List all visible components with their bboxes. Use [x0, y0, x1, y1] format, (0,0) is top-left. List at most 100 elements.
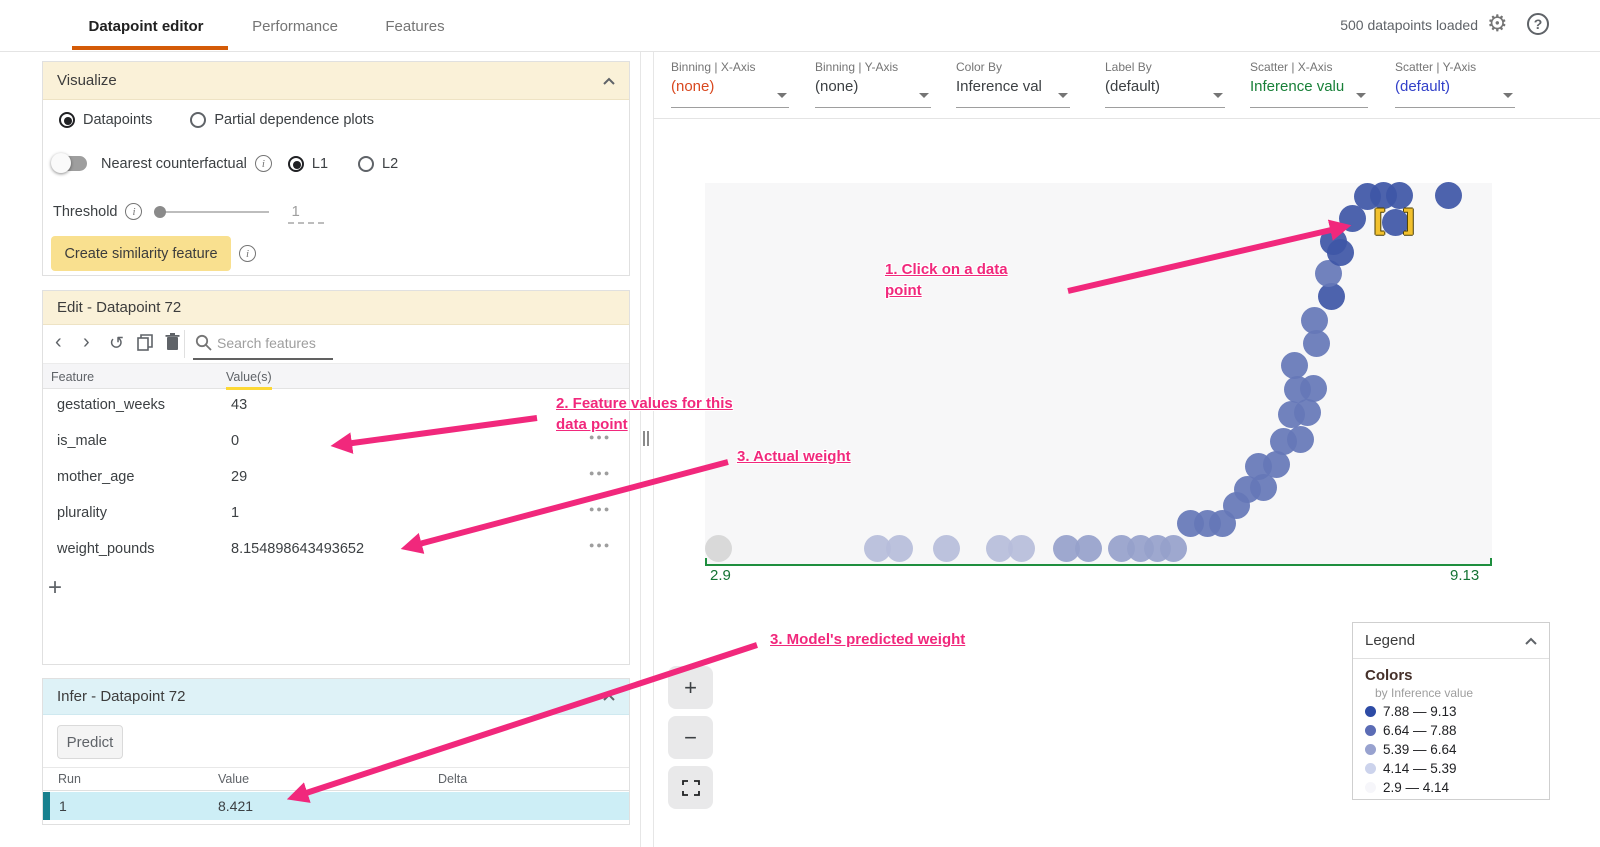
tab-label: Performance — [252, 17, 338, 35]
partial-dependence-radio[interactable] — [190, 112, 207, 128]
restore-history-icon[interactable]: ↺ — [109, 333, 125, 353]
threshold-slider-thumb[interactable] — [154, 205, 167, 218]
next-datapoint-icon[interactable]: › — [83, 331, 90, 353]
threshold-value[interactable]: 1 — [291, 203, 300, 220]
feature-row-is-male: is_male 0 ●●● — [43, 424, 629, 460]
row-menu-icon[interactable]: ●●● — [589, 396, 612, 406]
create-similarity-feature-button[interactable]: Create similarity feature — [51, 236, 231, 271]
inference-result-row[interactable]: 1 8.421 — [43, 792, 629, 820]
row-menu-icon[interactable]: ●●● — [589, 540, 612, 550]
datapoints-radio[interactable] — [59, 112, 75, 128]
tab-datapoint-editor[interactable]: Datapoint editor — [66, 12, 226, 40]
l2-radio[interactable] — [358, 155, 375, 172]
counterfactual-label: Nearest counterfactual — [101, 155, 247, 172]
zoom-out-button[interactable]: − — [668, 716, 713, 759]
row-menu-icon[interactable]: ●●● — [589, 432, 612, 442]
delta-column-header: Delta — [438, 772, 468, 786]
scatter-point[interactable] — [1302, 329, 1330, 357]
selected-scatter-point[interactable] — [1381, 208, 1409, 236]
similarity-info-icon[interactable]: i — [239, 245, 256, 262]
dropdown-scatter-y[interactable]: Scatter | Y-Axis (default) — [1395, 60, 1515, 110]
value-column-underline — [226, 387, 272, 390]
x-axis-tick-left — [705, 558, 707, 565]
dropdown-label: Label By — [1105, 60, 1152, 74]
x-axis-min-label: 2.9 — [710, 567, 731, 584]
scatter-point[interactable] — [1299, 374, 1327, 402]
feature-value[interactable]: 29 — [231, 469, 248, 485]
scatter-point[interactable] — [1317, 282, 1345, 310]
feature-name: is_male — [57, 433, 107, 449]
dropdown-binning-x[interactable]: Binning | X-Axis (none) — [671, 60, 789, 110]
predict-button[interactable]: Predict — [57, 725, 123, 759]
search-icon — [195, 334, 212, 351]
collapse-chevron-icon[interactable] — [603, 693, 615, 701]
splitter-drag-handle[interactable] — [647, 431, 649, 446]
scatter-point[interactable] — [1074, 534, 1102, 562]
threshold-info-icon[interactable]: i — [125, 203, 143, 220]
dropdown-value: Inference valu — [1250, 78, 1345, 95]
l1-radio[interactable] — [287, 155, 304, 172]
visualize-title: Visualize — [57, 72, 117, 89]
scatter-point[interactable] — [1293, 398, 1321, 426]
splitter-drag-handle[interactable] — [643, 431, 645, 446]
feature-value[interactable]: 43 — [231, 397, 248, 413]
scatterplot-canvas[interactable] — [705, 183, 1492, 565]
settings-gear-icon[interactable]: ⚙ — [1487, 10, 1508, 36]
feature-row-gestation-weeks: gestation_weeks 43 ●●● — [43, 388, 629, 424]
nearest-counterfactual-toggle[interactable] — [51, 153, 87, 173]
scatter-point[interactable] — [1007, 534, 1035, 562]
scatter-point[interactable] — [932, 534, 960, 562]
search-features-input[interactable] — [217, 331, 333, 355]
zoom-in-button[interactable]: + — [668, 666, 713, 709]
scatter-point[interactable] — [1300, 306, 1328, 334]
annotation-click-datapoint: 1. Click on a data point — [885, 261, 1008, 299]
scatter-point[interactable] — [1385, 181, 1413, 209]
x-axis-tick-right — [1490, 558, 1492, 565]
dropdown-value: (none) — [671, 78, 715, 95]
x-axis-max-label: 9.13 — [1450, 567, 1480, 584]
add-feature-button[interactable]: + — [48, 574, 63, 601]
scatter-point[interactable] — [1434, 181, 1462, 209]
feature-row-mother-age: mother_age 29 ●●● — [43, 460, 629, 496]
collapse-chevron-icon[interactable] — [603, 77, 615, 85]
legend-item: 6.64 — 7.88 — [1365, 723, 1549, 738]
dropdown-underline — [956, 107, 1070, 108]
scatter-point[interactable] — [704, 534, 732, 562]
right-panel-border — [653, 52, 654, 847]
legend-color-dot — [1365, 725, 1376, 736]
dropdown-underline — [1105, 107, 1225, 108]
threshold-slider[interactable] — [154, 205, 270, 218]
feature-value[interactable]: 0 — [231, 433, 240, 449]
scatter-point[interactable] — [1280, 351, 1308, 379]
tab-features[interactable]: Features — [378, 12, 452, 40]
delete-trash-icon[interactable] — [165, 333, 180, 351]
active-tab-underline — [72, 46, 228, 50]
row-menu-icon[interactable]: ●●● — [589, 468, 612, 478]
visualize-header: Visualize — [43, 62, 629, 100]
dropdown-value: (default) — [1105, 78, 1161, 95]
counterfactual-info-icon[interactable]: i — [254, 155, 272, 172]
dropdown-label: Color By — [956, 60, 1003, 74]
help-icon[interactable]: ? — [1527, 13, 1549, 35]
tab-performance[interactable]: Performance — [240, 12, 350, 40]
threshold-label: Threshold — [53, 203, 118, 220]
dropdown-color-by[interactable]: Color By Inference val — [956, 60, 1070, 110]
toggle-knob — [51, 153, 71, 173]
dropdown-label-by[interactable]: Label By (default) — [1105, 60, 1225, 110]
scatter-point[interactable] — [1319, 227, 1347, 255]
dropdown-binning-y[interactable]: Binning | Y-Axis (none) — [815, 60, 931, 110]
scatter-point[interactable] — [1159, 534, 1187, 562]
dropdown-scatter-x[interactable]: Scatter | X-Axis Inference valu — [1250, 60, 1368, 110]
collapse-chevron-icon[interactable] — [1525, 637, 1537, 645]
feature-value[interactable]: 1 — [231, 505, 240, 521]
prev-datapoint-icon[interactable]: ‹ — [55, 331, 62, 353]
fit-to-screen-button[interactable] — [668, 766, 713, 809]
scatter-point[interactable] — [885, 534, 913, 562]
chevron-down-icon — [1058, 93, 1068, 98]
feature-value[interactable]: 8.154898643493652 — [231, 541, 365, 557]
chevron-down-icon — [1213, 93, 1223, 98]
scatter-point[interactable] — [1286, 425, 1314, 453]
duplicate-icon[interactable] — [137, 334, 153, 351]
scatter-point[interactable] — [1262, 450, 1290, 478]
row-menu-icon[interactable]: ●●● — [589, 504, 612, 514]
